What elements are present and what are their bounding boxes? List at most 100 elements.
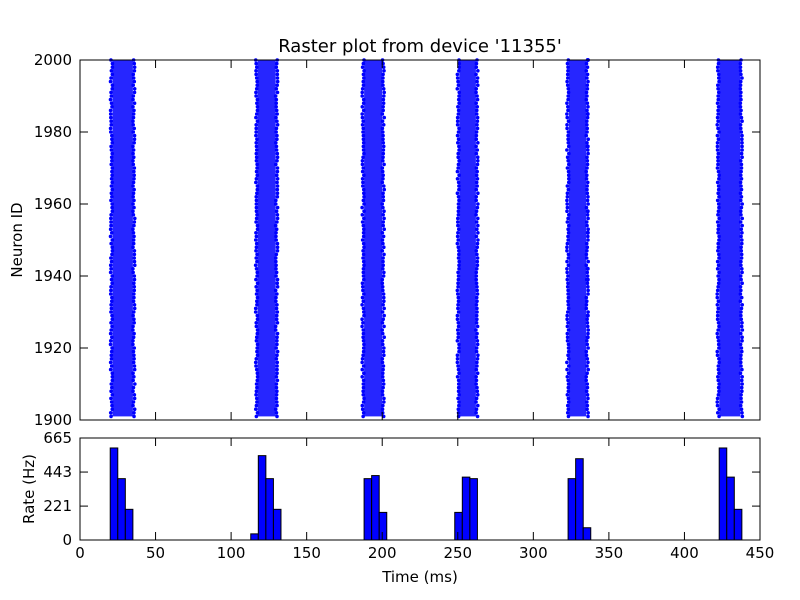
- late-spike-point: [585, 209, 590, 214]
- spike-burst-body: [459, 60, 476, 417]
- spike-point: [740, 148, 744, 152]
- spike-point: [716, 94, 720, 98]
- spike-point: [275, 112, 279, 116]
- spike-point: [565, 245, 569, 249]
- spike-point: [131, 191, 136, 195]
- spike-point: [585, 72, 590, 77]
- spike-point: [381, 274, 386, 278]
- spike-point: [456, 137, 461, 141]
- spike-point: [566, 321, 570, 325]
- spike-point: [132, 65, 137, 69]
- spike-point: [133, 382, 137, 386]
- spike-point: [275, 349, 280, 354]
- spike-point: [738, 123, 743, 127]
- spike-point: [566, 76, 570, 80]
- spike-point: [585, 198, 590, 203]
- spike-point: [132, 277, 137, 282]
- spike-point: [717, 79, 721, 84]
- spike-point: [362, 202, 366, 206]
- spike-point: [275, 414, 279, 419]
- spike-point: [474, 407, 479, 412]
- rate-bar: [575, 458, 584, 541]
- raster-title: Raster plot from device '11355': [278, 36, 562, 57]
- spike-point: [475, 288, 479, 293]
- spike-point: [715, 303, 720, 307]
- spike-point: [475, 119, 480, 123]
- raster-marks: [108, 58, 745, 419]
- spike-point: [739, 317, 744, 322]
- spike-point: [381, 195, 386, 199]
- spike-point: [275, 378, 280, 383]
- spike-point: [109, 231, 114, 235]
- rate-bar: [272, 508, 282, 541]
- spike-point: [565, 324, 570, 329]
- spike-point: [716, 227, 721, 231]
- spike-point: [275, 169, 280, 174]
- spike-point: [476, 223, 480, 228]
- spike-point: [457, 90, 462, 95]
- spike-point: [131, 349, 136, 354]
- spike-point: [275, 133, 279, 138]
- spike-point: [740, 267, 744, 271]
- spike-point: [566, 400, 571, 404]
- spike-point: [739, 187, 744, 192]
- spike-point: [274, 411, 279, 415]
- spike-point: [739, 151, 744, 156]
- histogram-y-tick: 221: [43, 497, 760, 515]
- spike-point: [585, 357, 590, 361]
- spike-point: [254, 94, 258, 98]
- spike-point: [474, 378, 479, 383]
- spike-point: [566, 342, 571, 347]
- spike-point: [717, 238, 721, 242]
- spike-point: [274, 126, 279, 131]
- spike-point: [274, 209, 279, 213]
- spike-point: [476, 231, 480, 235]
- spike-point: [131, 385, 136, 390]
- spike-point: [474, 90, 478, 95]
- spike-point: [132, 263, 137, 268]
- spike-point: [109, 310, 113, 314]
- spike-point: [274, 238, 279, 242]
- x-tick: 50: [146, 438, 165, 562]
- spike-point: [275, 403, 279, 408]
- spike-point: [716, 209, 721, 213]
- spike-point: [274, 313, 279, 318]
- spike-point: [361, 148, 366, 152]
- spike-point: [360, 360, 364, 365]
- spike-point: [716, 61, 721, 66]
- spike-point: [361, 119, 366, 123]
- spike-point: [255, 349, 259, 354]
- spike-point: [739, 90, 743, 95]
- spike-point: [475, 105, 480, 109]
- histogram-y-tick-label: 0: [62, 531, 72, 549]
- spike-point: [474, 195, 479, 199]
- spike-point: [131, 238, 136, 242]
- spike-point: [565, 79, 569, 84]
- spike-point: [715, 317, 720, 322]
- x-tick-label: 400: [670, 544, 699, 562]
- spike-point: [456, 389, 461, 394]
- spike-point: [475, 292, 480, 296]
- spike-point: [475, 245, 480, 249]
- spike-point: [254, 414, 259, 419]
- histogram-bars: [109, 447, 743, 541]
- spike-point: [716, 76, 721, 80]
- spike-point: [715, 313, 720, 318]
- spike-point: [361, 328, 366, 332]
- spike-point: [108, 126, 113, 131]
- spike-point: [455, 292, 460, 296]
- spike-point: [381, 133, 385, 138]
- spike-point: [273, 288, 278, 293]
- spike-point: [475, 342, 480, 347]
- spike-point: [584, 133, 589, 138]
- spike-point: [474, 375, 478, 379]
- histogram-y-tick-label: 443: [43, 463, 72, 481]
- spike-point: [586, 360, 590, 365]
- spike-point: [110, 137, 114, 141]
- spike-point: [274, 263, 278, 268]
- spike-point: [255, 342, 260, 347]
- spike-point: [475, 162, 480, 167]
- spike-point: [360, 65, 365, 69]
- spike-point: [476, 69, 480, 73]
- spike-burst-body: [112, 60, 133, 417]
